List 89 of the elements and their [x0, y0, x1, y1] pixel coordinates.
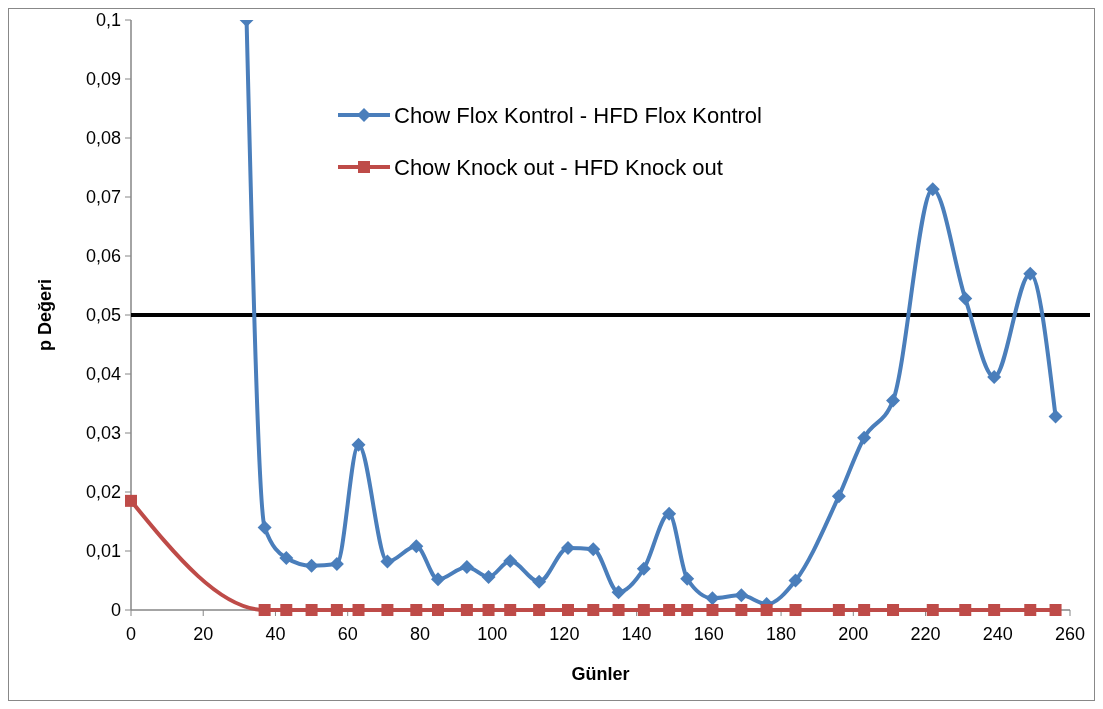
legend-label: Chow Knock out - HFD Knock out [394, 154, 723, 180]
point [430, 572, 445, 587]
point [680, 571, 695, 586]
point [958, 291, 973, 306]
point [533, 604, 546, 616]
x-tick-label: 40 [265, 624, 286, 644]
point [925, 182, 940, 197]
y-tick-label: 0,06 [85, 246, 121, 267]
y-tick-label: 0,04 [85, 364, 121, 385]
x-tick-label: 120 [549, 624, 580, 644]
point [734, 588, 749, 603]
point [351, 437, 366, 452]
point [663, 604, 676, 616]
point [409, 539, 424, 554]
point [280, 604, 293, 616]
y-tick-label: 0 [110, 600, 121, 621]
point [459, 559, 474, 574]
y-tick-label: 0,08 [85, 128, 121, 149]
x-tick-label: 100 [477, 624, 508, 644]
point [637, 604, 650, 616]
point [987, 369, 1002, 384]
point [760, 604, 773, 616]
point [1023, 266, 1038, 281]
x-tick-label: 220 [910, 624, 941, 644]
point [789, 604, 802, 616]
point [586, 542, 601, 557]
point [410, 604, 423, 616]
y-tick-label: 0,01 [85, 541, 121, 562]
point [258, 604, 271, 616]
point [612, 604, 625, 616]
point [329, 556, 344, 571]
point [886, 393, 901, 408]
point [482, 604, 495, 616]
point [125, 494, 137, 507]
point [380, 554, 395, 569]
point [788, 573, 803, 588]
point [381, 604, 394, 616]
x-tick-label: 140 [621, 624, 652, 644]
point [959, 604, 972, 616]
x-tick-label: 0 [125, 624, 137, 644]
point [662, 506, 677, 521]
x-tick-label: 80 [409, 624, 430, 644]
point [681, 604, 694, 616]
y-tick-label: 0,05 [85, 305, 121, 326]
point [352, 604, 365, 616]
x-tick-label: 180 [766, 624, 797, 644]
x-tick-label: 160 [693, 624, 724, 644]
point [561, 541, 575, 556]
point [1024, 604, 1037, 616]
x-tick-label: 20 [193, 624, 214, 644]
x-axis-title: Günler [571, 664, 630, 684]
point [562, 604, 574, 616]
point [330, 604, 343, 616]
x-tick-label: 260 [1054, 624, 1086, 644]
point [305, 604, 318, 616]
point [705, 591, 720, 606]
point [832, 604, 845, 616]
y-tick-label: 0,09 [85, 69, 121, 90]
point [858, 604, 871, 616]
point [706, 604, 719, 616]
y-tick-label: 0,02 [85, 482, 121, 503]
point [481, 569, 496, 584]
legend-label: Chow Flox Kontrol - HFD Flox Kontrol [394, 102, 762, 128]
point [887, 604, 900, 616]
y-tick-label: 0,07 [85, 187, 121, 208]
point [257, 520, 272, 535]
point [1049, 604, 1062, 616]
point [279, 551, 294, 566]
point [504, 604, 517, 616]
point [926, 604, 939, 616]
point [1048, 409, 1063, 424]
point [503, 554, 518, 569]
point [831, 489, 846, 504]
point [431, 604, 444, 616]
point [636, 561, 651, 576]
y-tick-label: 0,1 [95, 10, 121, 31]
point [857, 430, 872, 445]
y-axis-title: p Değeri [35, 278, 55, 352]
point [304, 558, 319, 573]
y-tick-label: 0,03 [85, 423, 121, 444]
x-tick-label: 60 [337, 624, 358, 644]
point [735, 604, 748, 616]
point [587, 604, 600, 616]
x-tick-label: 200 [838, 624, 869, 644]
point [532, 574, 547, 589]
point [460, 604, 473, 616]
x-tick-label: 240 [982, 624, 1013, 644]
point [988, 604, 1001, 616]
point [611, 585, 626, 600]
